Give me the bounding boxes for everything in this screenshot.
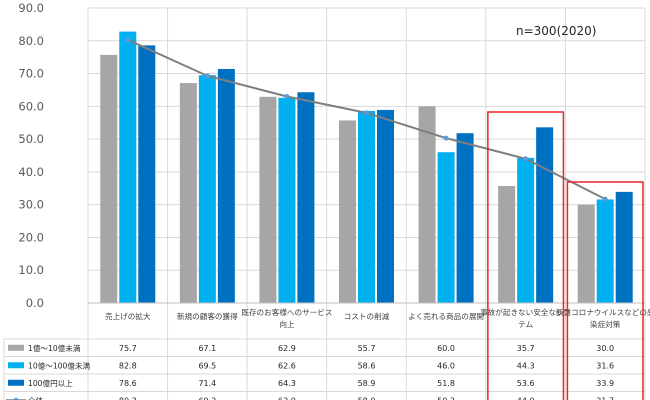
bar (138, 45, 156, 303)
data-label: 67.1 (198, 344, 216, 353)
line-point (364, 110, 369, 116)
bar (297, 92, 315, 303)
data-label: 44.3 (517, 361, 535, 370)
bar (498, 185, 516, 303)
y-tick-label: 80.0 (18, 34, 44, 48)
data-label: 69.3 (198, 396, 216, 400)
y-tick-label: 60.0 (18, 99, 44, 113)
bar (339, 120, 356, 303)
x-tick-label: 新規の顧客の獲得 (177, 311, 238, 321)
data-label: 82.8 (119, 361, 137, 370)
data-label: 33.9 (596, 379, 614, 388)
data-label: 60.0 (437, 344, 455, 353)
bar (577, 204, 595, 303)
legend-swatch (8, 344, 24, 351)
data-label: 63.0 (278, 396, 296, 400)
data-label: 69.5 (198, 361, 216, 370)
y-tick-label: 10.0 (18, 263, 44, 277)
annotation: n=300(2020) (516, 24, 596, 38)
legend-swatch (13, 397, 19, 400)
legend-swatch (8, 379, 24, 386)
data-label: 64.3 (278, 379, 296, 388)
line-point (125, 37, 131, 43)
bar (418, 106, 436, 303)
bar (596, 199, 614, 303)
x-tick-label: テム (518, 320, 533, 329)
y-tick-label: 40.0 (18, 165, 44, 179)
bar (179, 83, 197, 303)
legend-label: 1億～10億未満 (28, 343, 81, 353)
line-point (602, 196, 608, 202)
bar (517, 157, 535, 303)
x-tick-label: 売上げの拡大 (105, 311, 151, 321)
data-label: 35.7 (517, 344, 535, 353)
data-label: 71.4 (198, 379, 216, 388)
legend-swatch (8, 362, 24, 369)
data-label: 51.8 (437, 379, 455, 388)
data-label: 78.6 (119, 379, 137, 388)
data-label: 55.7 (358, 344, 376, 353)
y-tick-label: 90.0 (18, 1, 44, 15)
line-point (443, 135, 449, 141)
bar (259, 96, 277, 303)
bar (358, 110, 375, 303)
data-label: 58.9 (358, 379, 376, 388)
x-tick-label: 新型コロナウイルスなどの感 (556, 307, 650, 317)
highlight-box (487, 111, 565, 400)
x-tick-label: コストの削減 (344, 311, 390, 321)
bar (119, 31, 137, 303)
bar (278, 97, 296, 303)
data-label: 75.7 (119, 344, 137, 353)
x-tick-label: よく売れる商品の展開 (408, 311, 484, 321)
x-tick-label: 染症対策 (590, 319, 621, 329)
legend-label: 100億円以上 (28, 378, 73, 388)
x-tick-label: 向上 (279, 319, 295, 329)
y-tick-label: 70.0 (18, 67, 44, 81)
data-label: 80.3 (119, 396, 137, 400)
legend-label: 10億～100億未満 (28, 360, 91, 370)
data-label: 58.0 (358, 396, 376, 400)
data-label: 53.6 (517, 379, 535, 388)
bar (437, 152, 455, 303)
data-label: 58.6 (358, 361, 376, 370)
data-label: 44.0 (517, 396, 535, 400)
data-label: 46.0 (437, 361, 455, 370)
line-point (523, 156, 529, 162)
line-point (284, 94, 290, 99)
bar (198, 75, 216, 303)
data-label: 62.6 (278, 361, 296, 370)
bar (536, 127, 554, 303)
line-point (204, 73, 210, 79)
y-tick-label: 30.0 (18, 198, 44, 212)
highlight-box (566, 181, 644, 400)
data-label: 50.3 (437, 396, 455, 400)
y-tick-label: 50.0 (18, 132, 44, 146)
bar (217, 68, 235, 303)
x-tick-label: 事故が起きない安全なシス (480, 307, 571, 317)
y-tick-label: 0.0 (26, 296, 44, 310)
data-label: 30.0 (596, 344, 614, 353)
bar (100, 54, 118, 303)
data-label: 31.6 (596, 361, 614, 370)
data-label: 62.9 (278, 344, 296, 353)
bar (615, 191, 633, 303)
y-tick-label: 20.0 (18, 230, 44, 244)
bar (456, 133, 474, 303)
data-label: 31.7 (596, 396, 614, 400)
bar (377, 109, 394, 303)
x-tick-label: 既存のお客様へのサービス (241, 307, 332, 317)
legend-label: 全体 (28, 395, 44, 400)
